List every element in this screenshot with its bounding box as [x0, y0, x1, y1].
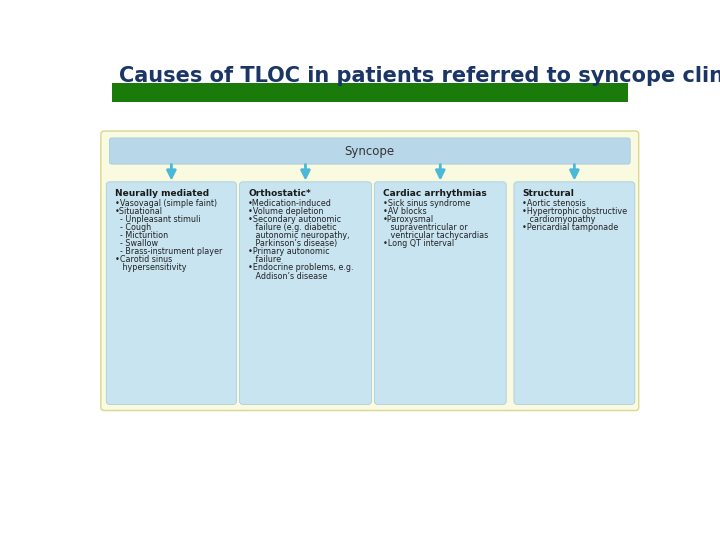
Text: failure (e.g. diabetic: failure (e.g. diabetic — [248, 223, 337, 232]
FancyBboxPatch shape — [374, 182, 506, 404]
Text: •Medication-induced: •Medication-induced — [248, 199, 332, 208]
Text: •Secondary autonomic: •Secondary autonomic — [248, 215, 341, 224]
Text: •Situational: •Situational — [114, 207, 163, 216]
Text: •Sick sinus syndrome: •Sick sinus syndrome — [383, 199, 470, 208]
Text: •Aortic stenosis: •Aortic stenosis — [523, 199, 586, 208]
Text: Parkinson’s disease): Parkinson’s disease) — [248, 239, 338, 248]
Text: •Primary autonomic: •Primary autonomic — [248, 247, 330, 256]
Text: Orthostatic*: Orthostatic* — [248, 189, 311, 198]
Text: hypersensitivity: hypersensitivity — [114, 264, 186, 273]
Text: ventricular tachycardias: ventricular tachycardias — [383, 231, 488, 240]
Text: •Long QT interval: •Long QT interval — [383, 239, 454, 248]
FancyBboxPatch shape — [514, 182, 635, 404]
FancyBboxPatch shape — [107, 182, 236, 404]
Text: Cardiac arrhythmias: Cardiac arrhythmias — [383, 189, 487, 198]
Text: - Micturition: - Micturition — [114, 231, 168, 240]
Text: Addison’s disease: Addison’s disease — [248, 272, 328, 281]
Text: •AV blocks: •AV blocks — [383, 207, 426, 216]
Text: Causes of TLOC in patients referred to syncope clinics: Causes of TLOC in patients referred to s… — [120, 66, 720, 86]
Text: supraventricular or: supraventricular or — [383, 223, 467, 232]
Text: •Endocrine problems, e.g.: •Endocrine problems, e.g. — [248, 264, 354, 273]
Text: Syncope: Syncope — [345, 145, 395, 158]
FancyBboxPatch shape — [240, 182, 372, 404]
Text: •Vasovagal (simple faint): •Vasovagal (simple faint) — [114, 199, 217, 208]
Text: - Unpleasant stimuli: - Unpleasant stimuli — [114, 215, 200, 224]
Text: - Swallow: - Swallow — [114, 239, 158, 248]
FancyBboxPatch shape — [109, 138, 630, 164]
Text: •Paroxysmal: •Paroxysmal — [383, 215, 434, 224]
Text: cardiomyopathy: cardiomyopathy — [523, 215, 596, 224]
Text: failure: failure — [248, 255, 282, 265]
FancyBboxPatch shape — [101, 131, 639, 410]
Text: autonomic neuropathy,: autonomic neuropathy, — [248, 231, 350, 240]
Text: •Volume depletion: •Volume depletion — [248, 207, 323, 216]
Bar — [112, 83, 628, 102]
Text: Structural: Structural — [523, 189, 575, 198]
Text: - Cough: - Cough — [114, 223, 151, 232]
Text: Neurally mediated: Neurally mediated — [114, 189, 209, 198]
Text: •Pericardial tamponade: •Pericardial tamponade — [523, 223, 618, 232]
Text: •Carotid sinus: •Carotid sinus — [114, 255, 172, 265]
Text: •Hypertrophic obstructive: •Hypertrophic obstructive — [523, 207, 628, 216]
Text: - Brass-instrument player: - Brass-instrument player — [114, 247, 222, 256]
